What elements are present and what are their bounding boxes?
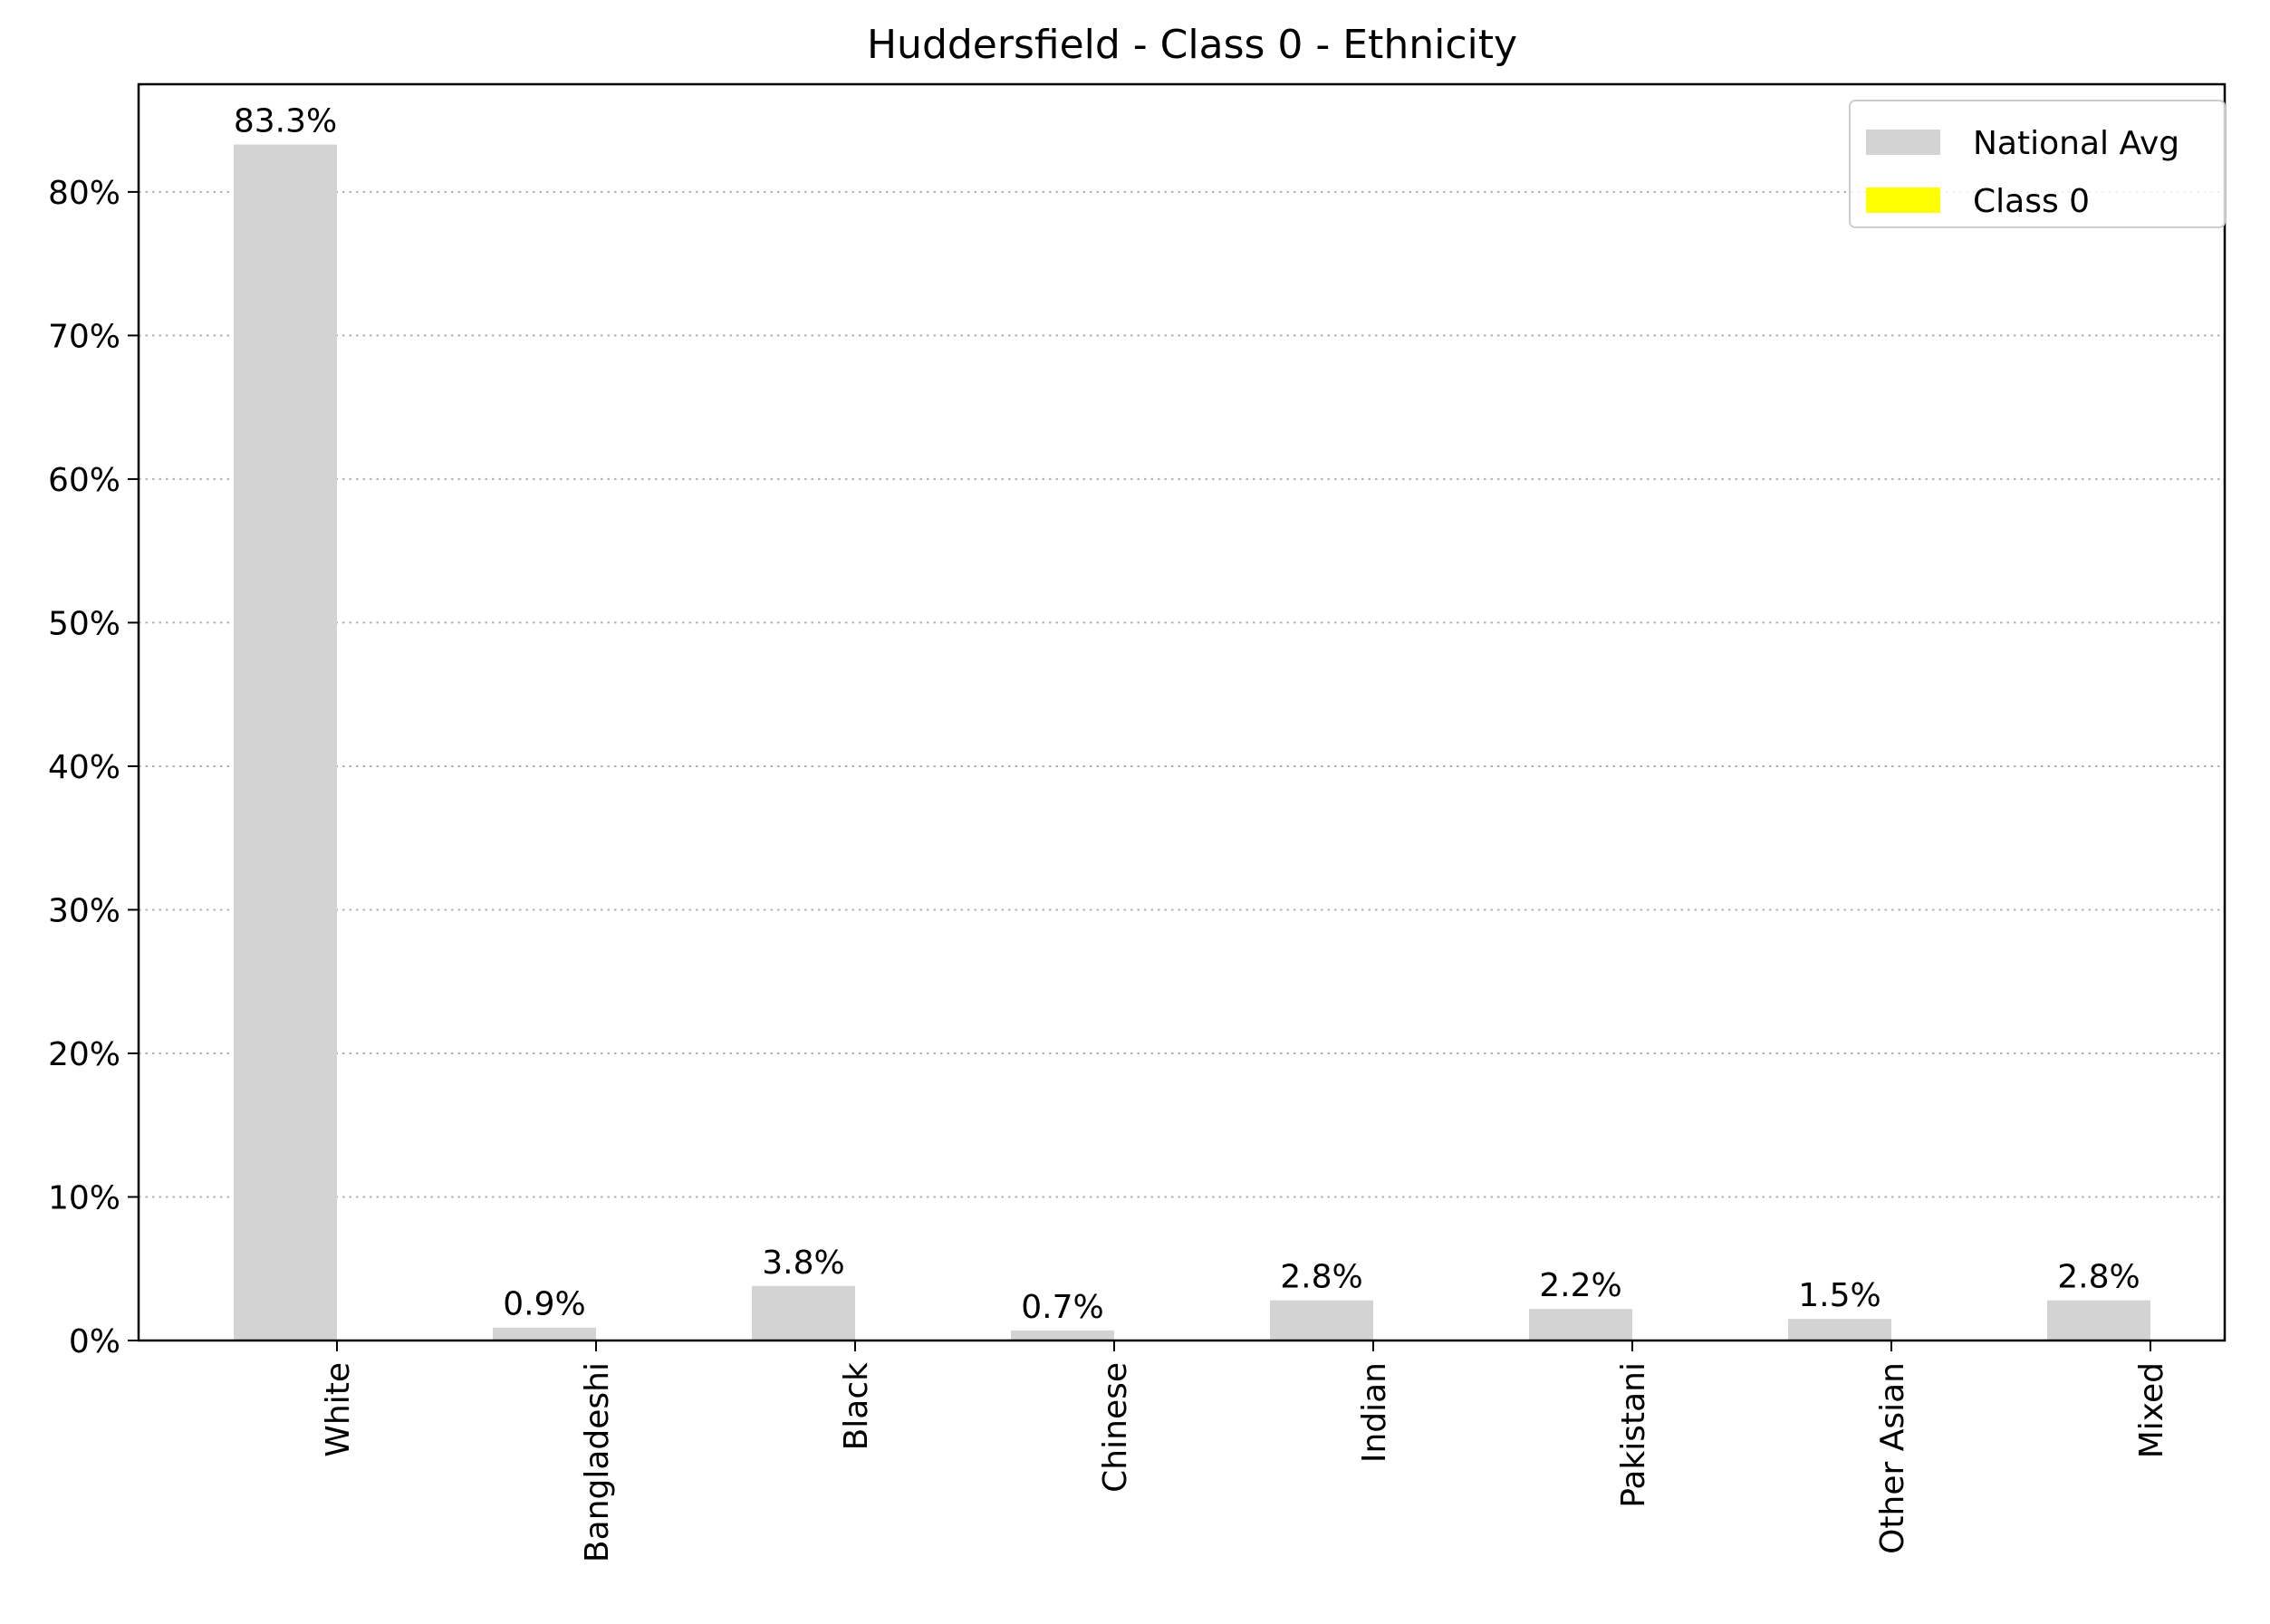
legend-label: Class 0 — [1973, 183, 2090, 220]
y-tick-label: 30% — [48, 892, 120, 929]
data-label: 3.8% — [762, 1244, 844, 1282]
x-tick-label: Bangladeshi — [579, 1362, 616, 1562]
y-tick-label: 40% — [48, 749, 120, 786]
bar-national-avg — [2047, 1300, 2150, 1341]
x-tick-label: Black — [838, 1362, 875, 1451]
data-label: 2.8% — [1280, 1259, 1362, 1296]
data-label: 83.3% — [234, 103, 337, 140]
legend-label: National Avg — [1973, 125, 2179, 162]
chart-title: Huddersfield - Class 0 - Ethnicity — [867, 22, 1517, 68]
legend-swatch — [1866, 130, 1940, 155]
bar-national-avg — [493, 1327, 596, 1341]
y-tick-label: 50% — [48, 605, 120, 642]
y-tick-label: 80% — [48, 175, 120, 212]
legend-box — [1849, 100, 2226, 228]
x-tick-label: White — [320, 1362, 357, 1457]
bars — [234, 144, 2150, 1341]
x-tick-label: Mixed — [2133, 1362, 2170, 1458]
y-tick-label: 70% — [48, 318, 120, 355]
bar-national-avg — [1788, 1319, 1891, 1341]
x-tick-label: Other Asian — [1874, 1362, 1911, 1554]
bar-national-avg — [752, 1285, 855, 1341]
x-tick-label: Indian — [1356, 1362, 1393, 1463]
y-tick-label: 60% — [48, 462, 120, 499]
legend-swatch — [1866, 187, 1940, 213]
y-tick-label: 0% — [69, 1323, 120, 1360]
grid-lines — [139, 190, 2225, 1198]
y-axis: 0% 10% 20% 30% 40% 50% 60% 70% 80% — [48, 175, 139, 1360]
data-label: 0.9% — [503, 1286, 585, 1323]
x-tick-label: Chinese — [1097, 1362, 1134, 1493]
bar-national-avg — [1529, 1309, 1632, 1341]
plot-frame — [137, 82, 2227, 1342]
bar-national-avg — [1011, 1330, 1114, 1341]
y-tick-label: 20% — [48, 1036, 120, 1073]
bar-national-avg — [1270, 1300, 1373, 1341]
data-label: 2.8% — [2057, 1259, 2140, 1296]
data-labels: 83.3% 0.9% 3.8% 0.7% 2.8% 2.2% 1.5% 2.8% — [234, 103, 2140, 1326]
x-tick-label: Pakistani — [1615, 1362, 1652, 1508]
data-label: 0.7% — [1021, 1289, 1103, 1326]
x-axis: White Bangladeshi Black Chinese Indian Pakist… — [320, 1341, 2170, 1562]
data-label: 1.5% — [1798, 1277, 1880, 1314]
y-tick-label: 10% — [48, 1179, 120, 1216]
legend: National Avg Class 0 — [1849, 100, 2226, 228]
bar-national-avg — [234, 144, 337, 1341]
data-label: 2.2% — [1539, 1267, 1621, 1304]
